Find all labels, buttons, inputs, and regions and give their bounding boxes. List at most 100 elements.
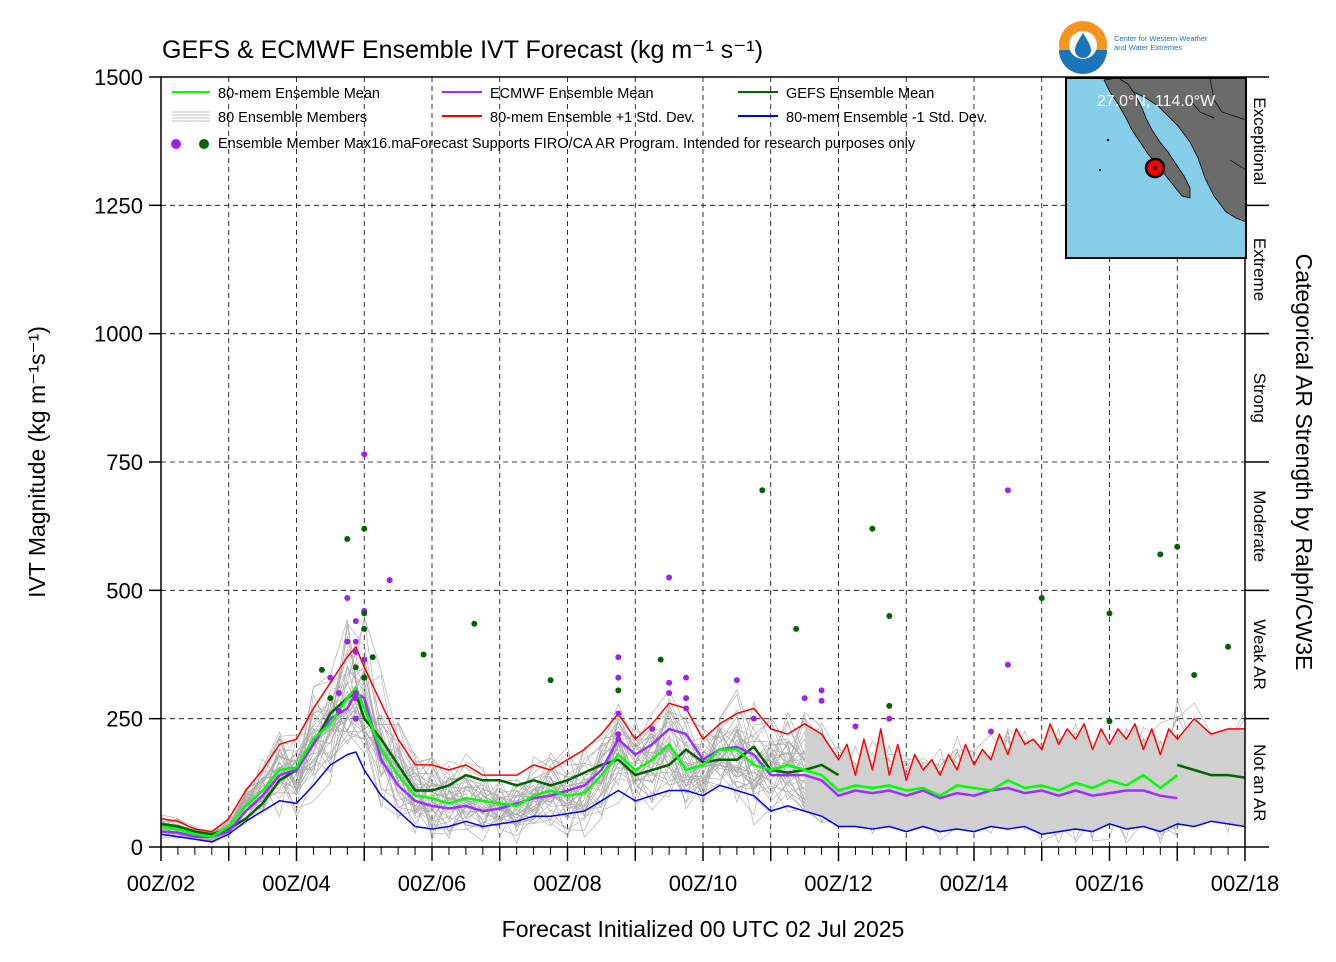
gefs-max-dot bbox=[615, 687, 622, 694]
ecmwf-max-dot bbox=[352, 715, 359, 722]
ecmwf-max-dot bbox=[335, 690, 342, 696]
ecmwf-max-dot bbox=[683, 695, 690, 702]
x-tick-label: 00Z/02 bbox=[127, 871, 196, 896]
legend-dot-ecmwf bbox=[171, 139, 181, 149]
ecmwf-max-dot bbox=[615, 674, 622, 681]
water-drop-icon bbox=[1075, 33, 1091, 58]
y-tick-label: 250 bbox=[106, 707, 143, 732]
gefs-max-dot bbox=[759, 487, 766, 494]
y-axis: 0 250 500 750 1000 1250 1500 bbox=[94, 65, 161, 860]
y-tick-label: 1500 bbox=[94, 65, 143, 90]
x-tick-label: 00Z/06 bbox=[398, 871, 467, 896]
x-tick-label: 00Z/10 bbox=[669, 871, 738, 896]
ecmwf-max-dot bbox=[818, 687, 825, 694]
chart-title: GEFS & ECMWF Ensemble IVT Forecast (kg m… bbox=[162, 36, 763, 64]
ecmwf-max-dot bbox=[666, 679, 673, 686]
legend-swatch-members bbox=[172, 111, 210, 122]
ecmwf-max-dot bbox=[683, 674, 690, 681]
gefs-max-dot bbox=[869, 525, 876, 532]
ecmwf-max-dot bbox=[327, 674, 334, 681]
gefs-max-dot bbox=[420, 651, 427, 658]
y-tick-label: 1250 bbox=[94, 193, 143, 218]
inset-map: 27.0°N, 114.0°W bbox=[1065, 77, 1247, 259]
gefs-max-dot bbox=[361, 610, 368, 617]
x-tick-label: 00Z/08 bbox=[533, 871, 602, 896]
gefs-max-dot bbox=[793, 625, 800, 632]
map-border-lines bbox=[1189, 78, 1246, 171]
map-island-1 bbox=[1106, 138, 1110, 142]
ecmwf-max-dot bbox=[1004, 661, 1011, 668]
x-tick-label: 00Z/18 bbox=[1211, 871, 1280, 896]
ar-category-label: Extreme bbox=[1250, 238, 1269, 301]
legend-dot-gefs bbox=[199, 139, 209, 149]
cw3e-logo: Center for Western Weather and Water Ext… bbox=[1059, 21, 1208, 74]
gefs-max-dot bbox=[657, 656, 664, 663]
ecmwf-max-dot bbox=[733, 677, 740, 684]
ar-category-label: Strong bbox=[1250, 373, 1269, 423]
gefs-mean-line bbox=[161, 691, 1245, 836]
ecmwf-max-dot bbox=[852, 723, 859, 730]
ecmwf-max-dot bbox=[683, 705, 690, 712]
ecmwf-max-dot bbox=[1004, 487, 1011, 494]
gefs-max-dot bbox=[886, 613, 893, 619]
legend-label-80mem-mean: 80-mem Ensemble Mean bbox=[218, 86, 380, 102]
map-mainland bbox=[1109, 78, 1246, 223]
member-max-dots bbox=[318, 451, 1232, 743]
map-location-marker-center bbox=[1153, 166, 1157, 170]
gefs-max-dot bbox=[547, 677, 554, 684]
x-tick-label: 00Z/04 bbox=[262, 871, 331, 896]
x-tick-label: 00Z/12 bbox=[804, 871, 873, 896]
y-tick-label: 500 bbox=[106, 578, 143, 603]
logo-waves bbox=[1059, 50, 1107, 74]
ecmwf-max-dot bbox=[352, 638, 359, 645]
series-lines bbox=[161, 646, 1245, 843]
logo-text-line2: and Water Extremes bbox=[1114, 43, 1182, 52]
ecmwf-max-dot bbox=[352, 648, 359, 655]
gefs-max-dot bbox=[1225, 643, 1232, 650]
ecmwf-max-dot bbox=[818, 697, 825, 704]
ar-category-label: Moderate bbox=[1250, 490, 1269, 562]
gefs-max-dot bbox=[471, 620, 478, 627]
ar-category-title: Categorical AR Strength by Ralph/CW3E bbox=[1291, 254, 1317, 671]
std-dev-band bbox=[804, 718, 1245, 835]
ecmwf-max-dot bbox=[987, 728, 994, 735]
ecmwf-max-dot bbox=[886, 715, 893, 722]
ecmwf-mean-line bbox=[161, 691, 1178, 838]
ar-category-label: Exceptional bbox=[1250, 97, 1269, 185]
legend-label-member-max: Ensemble Member Max16.maForecast Support… bbox=[218, 136, 916, 152]
map-location-label: 27.0°N, 114.0°W bbox=[1097, 93, 1216, 110]
x-axis: 00Z/02 00Z/04 00Z/06 00Z/08 00Z/10 00Z/12 00Z/… bbox=[127, 847, 1280, 896]
gefs-max-dot bbox=[1191, 672, 1198, 679]
gefs-max-dot bbox=[361, 525, 368, 532]
ecmwf-max-dot bbox=[352, 695, 359, 702]
ecmwf-max-dot bbox=[666, 690, 673, 696]
gefs-max-dot bbox=[361, 674, 368, 681]
ar-category-label: Not an AR bbox=[1250, 744, 1269, 822]
plus-sd-line bbox=[161, 646, 1245, 833]
ecmwf-max-dot bbox=[352, 618, 359, 625]
std-dev-shading bbox=[804, 718, 1245, 835]
x-tick-label: 00Z/16 bbox=[1075, 871, 1144, 896]
ecmwf-max-dot bbox=[615, 654, 622, 661]
ecmwf-max-dot bbox=[386, 577, 393, 584]
ecmwf-max-dot bbox=[649, 725, 656, 732]
ecmwf-max-dot bbox=[352, 690, 359, 696]
minus-sd-line bbox=[161, 751, 1245, 843]
ecmwf-max-dot bbox=[344, 638, 351, 645]
gefs-max-dot bbox=[1106, 718, 1113, 725]
ecmwf-max-dot bbox=[615, 731, 622, 738]
x-axis-label: Forecast Initialized 00 UTC 02 Jul 2025 bbox=[502, 916, 905, 942]
ensemble-member-line bbox=[161, 656, 1178, 845]
ar-category-axis: Exceptional Extreme Strong Moderate Weak AR N… bbox=[1245, 76, 1269, 848]
ecmwf-max-dot bbox=[666, 574, 673, 581]
logo-text-line1: Center for Western Weather bbox=[1114, 34, 1208, 43]
gefs-max-dot bbox=[361, 625, 368, 632]
ecmwf-max-dot bbox=[344, 595, 351, 602]
legend-label-plus-sd: 80-mem Ensemble +1 Std. Dev. bbox=[490, 110, 695, 126]
map-island-2 bbox=[1098, 168, 1102, 172]
gefs-max-dot bbox=[369, 654, 376, 661]
ecmwf-max-dot bbox=[615, 736, 622, 743]
gefs-max-dot bbox=[318, 666, 325, 673]
y-tick-label: 1000 bbox=[94, 322, 143, 347]
